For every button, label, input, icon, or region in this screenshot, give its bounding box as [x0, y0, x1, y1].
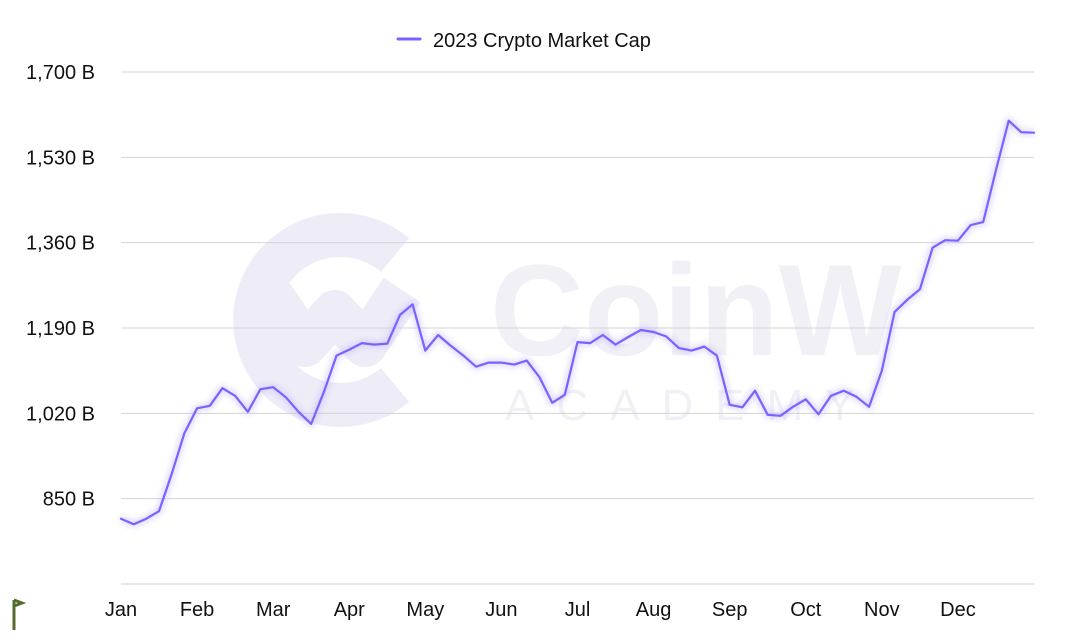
x-tick-label: Jun [485, 599, 517, 621]
y-tick-label: 1,700 B [26, 62, 95, 84]
legend[interactable]: 2023 Crypto Market Cap [396, 30, 651, 52]
y-tick-label: 1,530 B [26, 147, 95, 169]
watermark-logo-icon [233, 213, 421, 427]
series-line [119, 119, 1036, 526]
x-tick-label: Apr [334, 599, 365, 621]
x-tick-label: Feb [180, 599, 214, 621]
x-tick-label: Jan [105, 599, 137, 621]
x-tick-label: Sep [712, 599, 748, 621]
y-tick-labels: 850 B 1,020 B 1,190 B 1,360 B 1,530 B 1,700 B [26, 62, 95, 511]
corner-marker-icon [12, 598, 27, 630]
y-tick-label: 850 B [43, 489, 95, 511]
x-tick-label: Dec [940, 599, 976, 621]
watermark-brand: CoinW [490, 237, 902, 383]
x-tick-labels: Jan Feb Mar Apr May Jun Jul Aug Sep Oct Nov Dec [105, 599, 976, 621]
y-gridlines [121, 71, 1034, 500]
legend-label: 2023 Crypto Market Cap [433, 30, 651, 52]
y-tick-label: 1,360 B [26, 233, 95, 255]
x-tick-label: Nov [864, 599, 900, 621]
x-tick-label: Jul [565, 599, 591, 621]
x-tick-label: Mar [256, 599, 291, 621]
y-tick-label: 1,190 B [26, 318, 95, 340]
series-group [119, 117, 1036, 528]
y-tick-label: 1,020 B [26, 403, 95, 425]
x-tick-label: Aug [636, 599, 672, 621]
x-tick-label: Oct [790, 599, 822, 621]
x-tick-label: May [406, 599, 444, 621]
